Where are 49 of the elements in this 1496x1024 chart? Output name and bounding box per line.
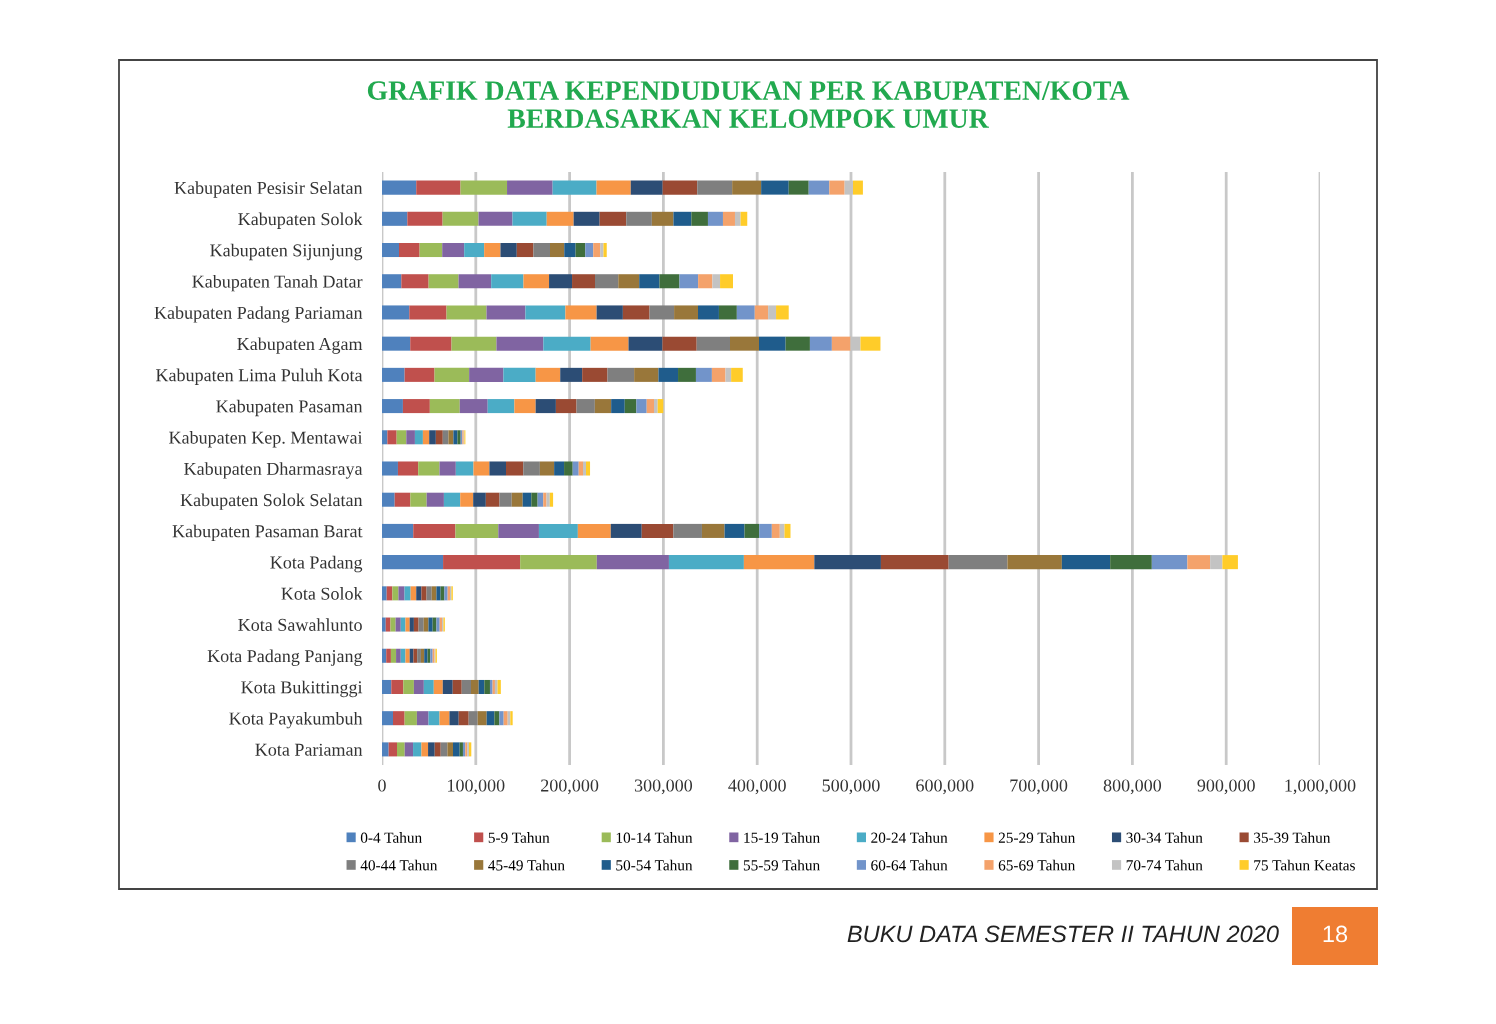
text: 18 — [1323, 925, 1348, 943]
x-tick-label: 700,000 — [1010, 779, 1068, 795]
y-tick-label: Kabupaten Solok Selatan — [180, 493, 363, 510]
legend-label: 15-19 Tahun — [744, 832, 820, 843]
x-tick-label: 900,000 — [1197, 779, 1255, 795]
y-tick-label: Kota Sawahlunto — [238, 618, 362, 631]
legend-label: 65-69 Tahun — [998, 859, 1076, 871]
text: BUKU DATA SEMESTER II TAHUN 2020 — [847, 925, 1279, 943]
legend-label: 75 Tahun Keatas — [1254, 859, 1355, 871]
y-tick-label: Kabupaten Lima Puluh Kota — [155, 368, 363, 385]
y-tick-label: Kota Padang — [270, 555, 363, 573]
legend-label: 35-39 Tahun — [1254, 832, 1331, 843]
y-tick-label: Kota Bukittinggi — [241, 680, 363, 698]
y-tick-label: Kabupaten Pasaman — [216, 399, 363, 417]
x-tick-label: 300,000 — [634, 779, 693, 795]
legend-label: 70-74 Tahun — [1126, 859, 1203, 871]
x-tick-label: 100,000 — [448, 779, 505, 795]
legend-label: 10-14 Tahun — [616, 832, 693, 843]
y-tick-label: Kabupaten Agam — [237, 337, 363, 354]
y-tick-label: Kabupaten Pesisir Selatan — [174, 181, 363, 198]
y-tick-label: Kota Pariaman — [255, 743, 363, 756]
x-tick-label: 1,000,000 — [1285, 779, 1356, 795]
chart-title: GRAFIK DATA KEPENDUDUKAN PER KABUPATEN/KOTA BERDASARKAN KELOMPOK UMUR — [367, 81, 1130, 128]
y-tick-label: Kabupaten Solok — [238, 212, 363, 229]
x-tick-label: 200,000 — [541, 779, 599, 795]
y-tick-label: Kabupaten Dharmasraya — [184, 462, 363, 479]
y-tick-label: Kabupaten Pasaman Barat — [172, 524, 363, 542]
x-tick-label: 600,000 — [916, 779, 974, 795]
legend-label: 55-59 Tahun — [743, 859, 820, 871]
legend-label: 0-4 Tahun — [360, 832, 422, 843]
x-tick-label: 400,000 — [728, 779, 786, 795]
legend-label: 50-54 Tahun — [616, 859, 693, 871]
y-tick-label: Kabupaten Kep. Mentawai — [169, 431, 363, 448]
x-tick-label: 800,000 — [1103, 779, 1162, 795]
legend-label: 60-64 Tahun — [871, 859, 948, 871]
y-tick-label: Kabupaten Tanah Datar — [192, 274, 363, 292]
y-tick-label: Kota Solok — [281, 587, 363, 600]
legend-label: 30-34 Tahun — [1126, 832, 1203, 843]
y-tick-label: Kota Padang Panjang — [207, 649, 363, 666]
legend-label: 25-29 Tahun — [998, 832, 1076, 843]
legend-label: 40-44 Tahun — [360, 859, 438, 871]
x-tick-label: 500,000 — [822, 779, 880, 795]
legend-label: 5-9 Tahun — [488, 832, 550, 843]
legend-label: 45-49 Tahun — [488, 859, 565, 871]
x-tick-label: 0 — [378, 779, 386, 792]
y-tick-label: Kabupaten Sijunjung — [210, 243, 363, 261]
legend-label: 20-24 Tahun — [871, 832, 948, 843]
y-tick-label: Kabupaten Padang Pariaman — [154, 306, 363, 323]
y-tick-label: Kota Payakumbuh — [229, 711, 363, 729]
